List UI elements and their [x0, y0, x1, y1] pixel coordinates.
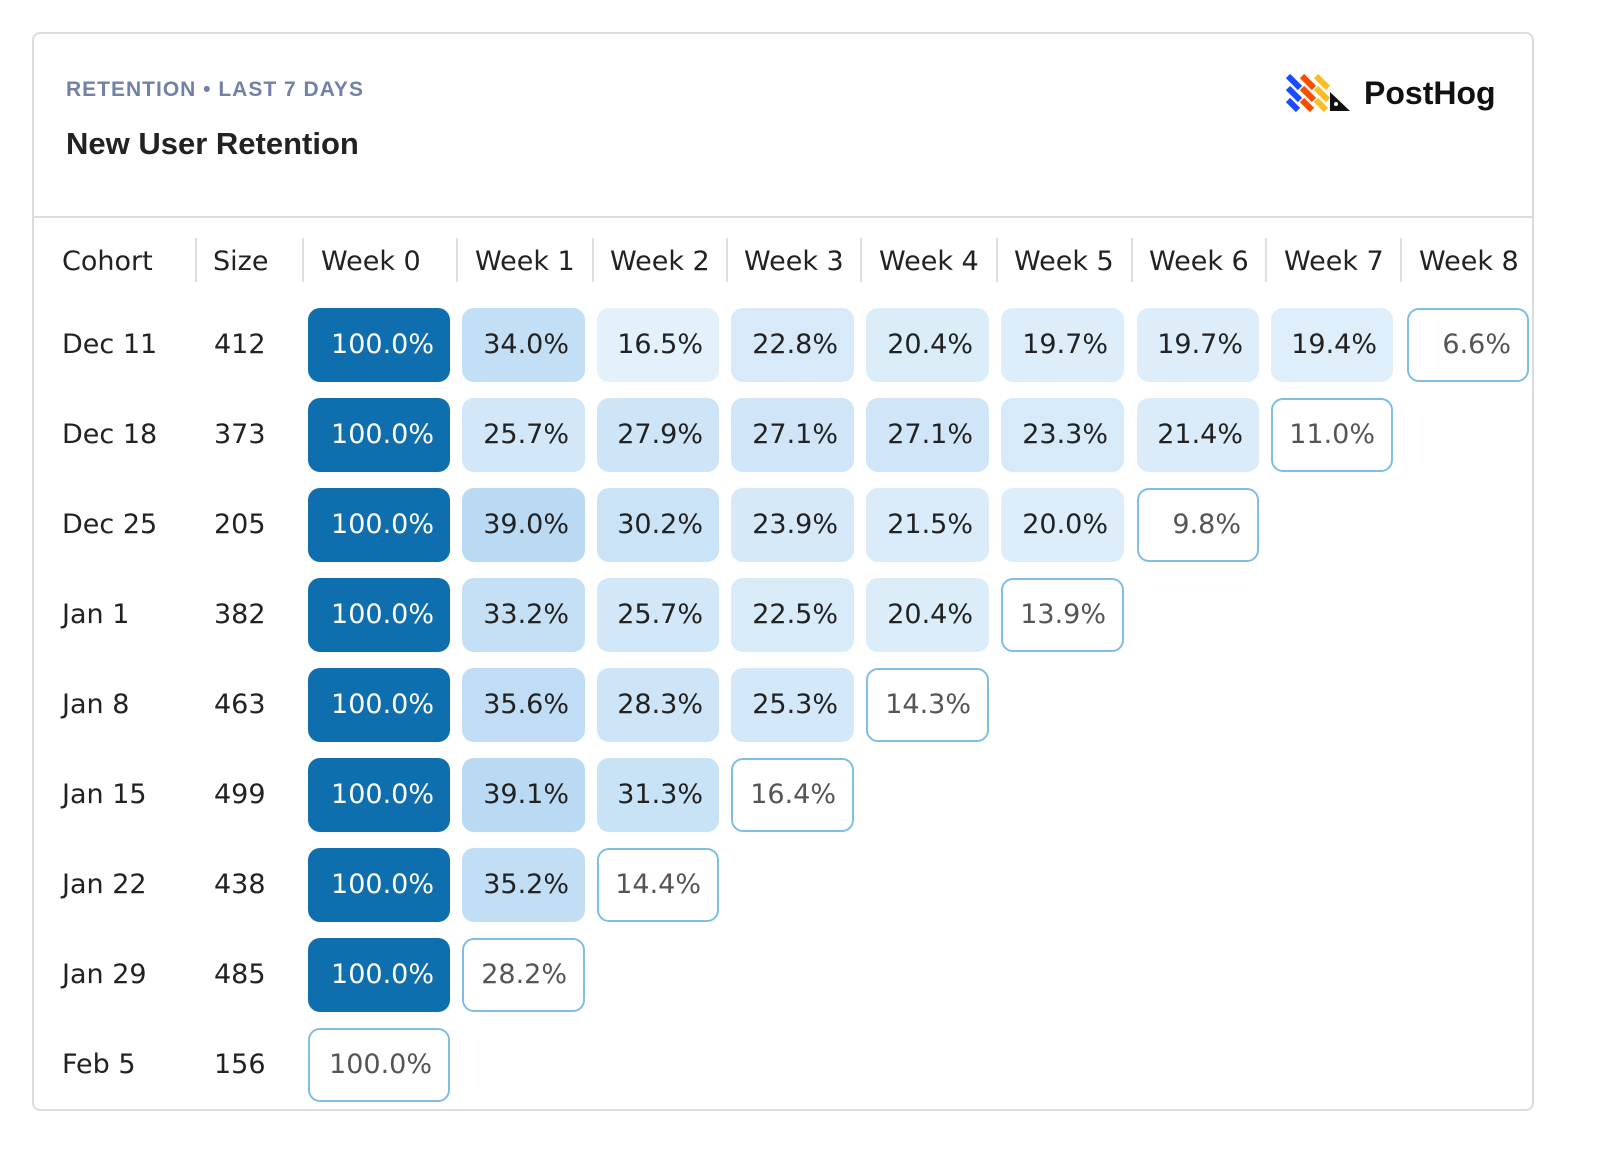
- retention-cell: 23.9%: [731, 488, 854, 562]
- header-divider: [34, 216, 1532, 218]
- retention-cell: 9.8%: [1137, 488, 1259, 562]
- cohort-size: 373: [214, 419, 266, 450]
- cohort-size: 485: [214, 959, 266, 990]
- retention-cell: 100.0%: [308, 308, 450, 382]
- retention-cell: 22.8%: [731, 308, 854, 382]
- retention-cell: 100.0%: [308, 848, 450, 922]
- retention-cell: 20.4%: [866, 578, 989, 652]
- retention-cell: 21.4%: [1137, 398, 1259, 472]
- retention-cell: 16.5%: [597, 308, 719, 382]
- column-header: Week 1: [475, 246, 575, 277]
- retention-cell: 27.9%: [597, 398, 719, 472]
- retention-cell: 22.5%: [731, 578, 854, 652]
- retention-cell: 100.0%: [308, 668, 450, 742]
- column-separator: [726, 238, 728, 282]
- cohort-label: Jan 15: [62, 779, 147, 810]
- posthog-logo: PostHog: [1286, 74, 1496, 112]
- cohort-label: Dec 11: [62, 329, 158, 360]
- retention-cell: 27.1%: [866, 398, 989, 472]
- column-separator: [996, 238, 998, 282]
- cohort-size: 499: [214, 779, 266, 810]
- column-header: Week 0: [321, 246, 421, 277]
- retention-cell: 20.0%: [1001, 488, 1124, 562]
- column-header: Week 3: [744, 246, 844, 277]
- column-header: Cohort: [62, 246, 153, 277]
- cohort-size: 156: [214, 1049, 266, 1080]
- cohort-label: Jan 8: [62, 689, 130, 720]
- retention-cell: 100.0%: [308, 1028, 450, 1102]
- cohort-size: 463: [214, 689, 266, 720]
- column-separator: [1400, 238, 1402, 282]
- retention-cell: 16.4%: [731, 758, 854, 832]
- retention-cell: 23.3%: [1001, 398, 1124, 472]
- retention-cell: 21.5%: [866, 488, 989, 562]
- retention-cell: 25.7%: [462, 398, 585, 472]
- retention-cell: 100.0%: [308, 758, 450, 832]
- retention-cell: 11.0%: [1271, 398, 1393, 472]
- cohort-size: 205: [214, 509, 266, 540]
- retention-cell: 19.7%: [1001, 308, 1124, 382]
- retention-cell: 35.6%: [462, 668, 585, 742]
- retention-cell: 39.0%: [462, 488, 585, 562]
- column-header: Week 8: [1419, 246, 1519, 277]
- column-separator: [1265, 238, 1267, 282]
- retention-cell: 28.3%: [597, 668, 719, 742]
- retention-cell: 33.2%: [462, 578, 585, 652]
- retention-cell: 34.0%: [462, 308, 585, 382]
- retention-cell: 39.1%: [462, 758, 585, 832]
- cohort-size: 382: [214, 599, 266, 630]
- retention-cell: 25.7%: [597, 578, 719, 652]
- retention-cell: 27.1%: [731, 398, 854, 472]
- retention-cell: 20.4%: [866, 308, 989, 382]
- cohort-label: Jan 22: [62, 869, 147, 900]
- card-title: New User Retention: [66, 126, 359, 161]
- column-separator: [302, 238, 304, 282]
- column-header: Size: [213, 246, 269, 277]
- column-separator: [860, 238, 862, 282]
- cohort-label: Dec 25: [62, 509, 158, 540]
- retention-cell: 100.0%: [308, 578, 450, 652]
- retention-cell: 13.9%: [1001, 578, 1124, 652]
- brand-name: PostHog: [1364, 74, 1496, 111]
- cohort-label: Jan 1: [62, 599, 130, 630]
- retention-cell: 100.0%: [308, 938, 450, 1012]
- retention-cell: 19.7%: [1137, 308, 1259, 382]
- column-separator: [1131, 238, 1133, 282]
- column-separator: [195, 238, 197, 282]
- column-separator: [456, 238, 458, 282]
- retention-cell: 100.0%: [308, 488, 450, 562]
- retention-cell: 35.2%: [462, 848, 585, 922]
- posthog-hedgehog-icon: [1286, 74, 1350, 112]
- retention-cell: 31.3%: [597, 758, 719, 832]
- cohort-size: 438: [214, 869, 266, 900]
- cohort-label: Jan 29: [62, 959, 147, 990]
- cohort-label: Feb 5: [62, 1049, 136, 1080]
- retention-cell: 14.3%: [866, 668, 989, 742]
- retention-cell: 25.3%: [731, 668, 854, 742]
- retention-cell: 28.2%: [462, 938, 585, 1012]
- retention-cell: 30.2%: [597, 488, 719, 562]
- column-header: Week 7: [1284, 246, 1384, 277]
- eyebrow: RETENTION • LAST 7 DAYS: [66, 78, 364, 101]
- retention-cell: 14.4%: [597, 848, 719, 922]
- cohort-size: 412: [214, 329, 266, 360]
- retention-card: RETENTION • LAST 7 DAYS New User Retenti…: [32, 32, 1534, 1111]
- retention-cell: 6.6%: [1407, 308, 1529, 382]
- column-separator: [592, 238, 594, 282]
- retention-cell: 19.4%: [1271, 308, 1393, 382]
- cohort-label: Dec 18: [62, 419, 158, 450]
- column-header: Week 6: [1149, 246, 1249, 277]
- column-header: Week 2: [610, 246, 710, 277]
- column-header: Week 5: [1014, 246, 1114, 277]
- retention-cell: 100.0%: [308, 398, 450, 472]
- column-header: Week 4: [879, 246, 979, 277]
